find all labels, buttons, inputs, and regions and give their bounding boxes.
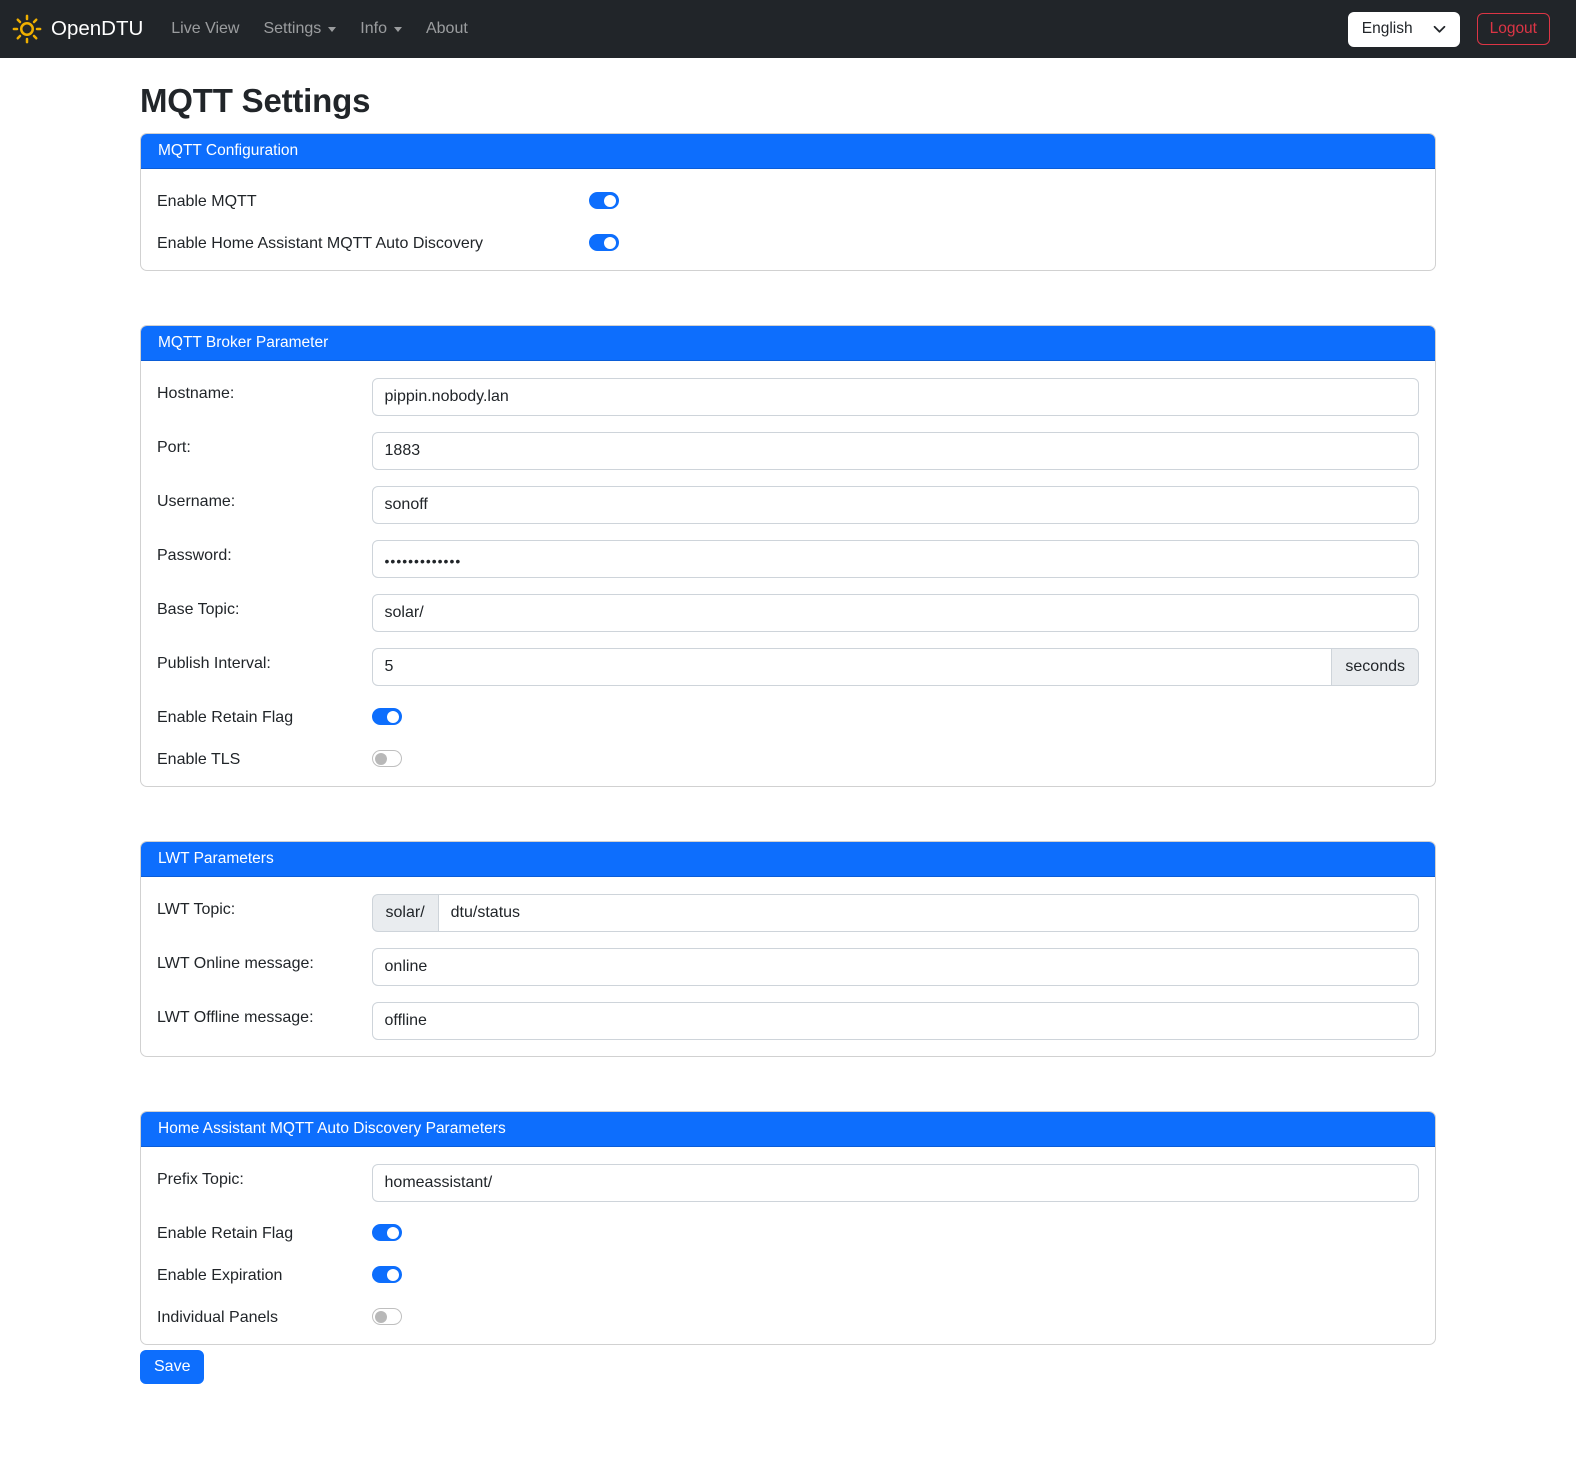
hostname-input[interactable]: [371, 378, 1419, 416]
enable-mqtt-label: Enable MQTT: [157, 193, 257, 210]
password-input[interactable]: [371, 540, 1419, 578]
main-content: MQTT Settings MQTT Configuration Enable …: [140, 82, 1436, 1384]
username-label: Username:: [157, 493, 236, 510]
chevron-down-icon: [328, 26, 337, 32]
nav-links: Live View Settings Info About: [159, 12, 480, 46]
nav-item-label: Live View: [171, 20, 240, 37]
logout-button[interactable]: Logout: [1476, 13, 1550, 45]
page-title: MQTT Settings: [140, 82, 371, 119]
lwt-online-label: LWT Online message:: [157, 955, 314, 972]
broker-retain-label: Enable Retain Flag: [157, 709, 294, 726]
brand-link[interactable]: OpenDTU: [12, 14, 143, 44]
individual-panels-toggle[interactable]: [371, 1308, 402, 1326]
base-topic-input[interactable]: [371, 594, 1419, 632]
hostname-label: Hostname:: [157, 385, 235, 402]
publish-interval-unit: seconds: [1331, 648, 1419, 686]
lwt-offline-input[interactable]: [371, 1002, 1419, 1040]
enable-hass-discovery-toggle[interactable]: [588, 234, 619, 252]
form-row: Enable Retain Flag: [157, 1218, 1419, 1244]
card-lwt-parameters-header: LWT Parameters: [141, 842, 1435, 877]
navbar: OpenDTU Live View Settings Info About En…: [0, 0, 1576, 58]
card-hass-discovery-parameters: Home Assistant MQTT Auto Discovery Param…: [140, 1111, 1436, 1345]
form-row: LWT Online message:: [157, 948, 1419, 986]
nav-item-about[interactable]: About: [418, 12, 476, 46]
form-row: Enable MQTT: [157, 186, 1419, 212]
username-input[interactable]: [371, 486, 1419, 524]
save-button[interactable]: Save: [140, 1350, 205, 1384]
prefix-topic-label: Prefix Topic:: [157, 1171, 244, 1188]
form-row: Username:: [157, 486, 1419, 524]
card-mqtt-broker-parameter-header: MQTT Broker Parameter: [141, 326, 1435, 361]
form-row: LWT Offline message:: [157, 1002, 1419, 1040]
publish-interval-input[interactable]: [371, 648, 1333, 686]
language-select[interactable]: English: [1347, 11, 1460, 47]
individual-panels-label: Individual Panels: [157, 1309, 278, 1326]
chevron-down-icon: [393, 26, 402, 32]
prefix-topic-input[interactable]: [371, 1164, 1419, 1202]
password-label: Password:: [157, 547, 232, 564]
form-row: Base Topic:: [157, 594, 1419, 632]
form-row: Enable Expiration: [157, 1260, 1419, 1286]
nav-item-live-view[interactable]: Live View: [163, 12, 247, 46]
lwt-topic-label: LWT Topic:: [157, 901, 236, 918]
enable-expiration-label: Enable Expiration: [157, 1267, 283, 1284]
brand-label: OpenDTU: [51, 17, 144, 40]
card-hass-discovery-parameters-header: Home Assistant MQTT Auto Discovery Param…: [141, 1112, 1435, 1147]
enable-mqtt-toggle[interactable]: [588, 192, 619, 210]
form-row: Individual Panels: [157, 1302, 1419, 1328]
enable-tls-label: Enable TLS: [157, 751, 241, 768]
form-row: Enable Home Assistant MQTT Auto Discover…: [157, 228, 1419, 254]
nav-item-label: Settings: [263, 20, 322, 37]
enable-hass-discovery-label: Enable Home Assistant MQTT Auto Discover…: [157, 235, 484, 252]
card-mqtt-configuration-header: MQTT Configuration: [141, 134, 1435, 169]
sun-icon: [12, 14, 42, 44]
hass-retain-label: Enable Retain Flag: [157, 1225, 294, 1242]
lwt-topic-input[interactable]: [437, 894, 1419, 932]
broker-retain-toggle[interactable]: [371, 708, 402, 726]
lwt-offline-label: LWT Offline message:: [157, 1009, 314, 1026]
form-row: Publish Interval: seconds: [157, 648, 1419, 686]
nav-item-label: Info: [360, 20, 387, 37]
enable-expiration-toggle[interactable]: [371, 1266, 402, 1284]
enable-tls-toggle[interactable]: [371, 750, 402, 768]
publish-interval-label: Publish Interval:: [157, 655, 271, 672]
lwt-online-input[interactable]: [371, 948, 1419, 986]
form-row: Enable Retain Flag: [157, 702, 1419, 728]
nav-item-info[interactable]: Info: [352, 12, 410, 46]
chevron-down-icon: [1433, 25, 1446, 34]
base-topic-label: Base Topic:: [157, 601, 240, 618]
nav-item-settings[interactable]: Settings: [255, 12, 344, 46]
nav-item-label: About: [425, 20, 468, 37]
card-mqtt-configuration: MQTT Configuration Enable MQTT Enable Ho…: [140, 133, 1436, 271]
language-selected-value: English: [1361, 20, 1413, 37]
form-row: Hostname:: [157, 378, 1419, 416]
hass-retain-toggle[interactable]: [371, 1224, 402, 1242]
lwt-topic-prefix: solar/: [371, 894, 439, 932]
form-row: Port:: [157, 432, 1419, 470]
port-label: Port:: [157, 439, 191, 456]
card-mqtt-broker-parameter: MQTT Broker Parameter Hostname: Port: Us…: [140, 325, 1436, 787]
form-row: Prefix Topic:: [157, 1164, 1419, 1202]
form-row: Password:: [157, 540, 1419, 578]
card-lwt-parameters: LWT Parameters LWT Topic: solar/ LWT Onl…: [140, 841, 1436, 1057]
form-row: Enable TLS: [157, 744, 1419, 770]
form-row: LWT Topic: solar/: [157, 894, 1419, 932]
port-input[interactable]: [371, 432, 1419, 470]
